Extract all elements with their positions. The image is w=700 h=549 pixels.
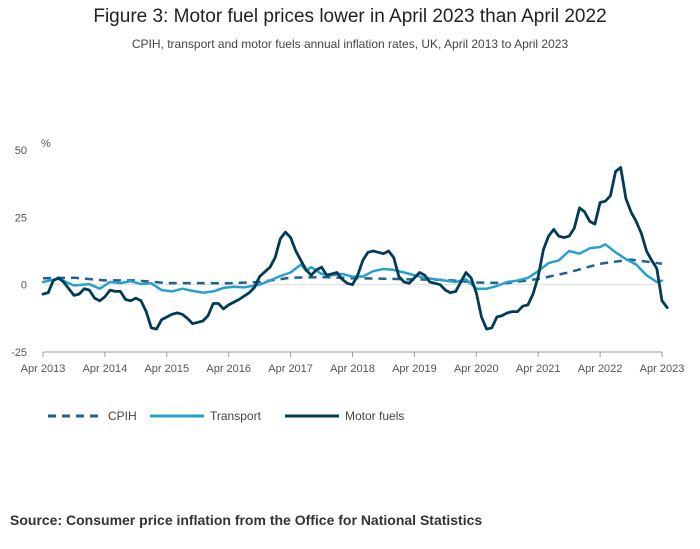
x-tick-label: Apr 2017: [268, 363, 313, 375]
x-tick-label: Apr 2022: [578, 363, 623, 375]
legend: CPIH Transport Motor fuels: [48, 409, 404, 423]
series-line-transport: [41, 243, 664, 294]
source-note: Source: Consumer price inflation from th…: [10, 512, 483, 528]
x-tick-label: Apr 2015: [144, 363, 189, 375]
line-chart: -25 0 25 50% Apr 2013 Apr 2014 Apr 2015 Apr 201…: [11, 138, 684, 423]
x-tick-label: Apr 2016: [206, 363, 251, 375]
x-tick-label: Apr 2013: [21, 363, 66, 375]
x-tick-label: Apr 2021: [516, 363, 561, 375]
legend-label: Motor fuels: [345, 409, 404, 423]
legend-label: CPIH: [108, 409, 137, 423]
legend-label: Transport: [210, 409, 262, 423]
x-tick-label: Apr 2018: [330, 363, 375, 375]
series-layer: [41, 166, 669, 331]
chart-subtitle: CPIH, transport and motor fuels annual i…: [131, 37, 569, 51]
y-tick-label: 50: [15, 145, 27, 157]
x-tick-label: Apr 2020: [454, 363, 499, 375]
series-line-motor-fuels: [41, 166, 669, 331]
y-tick-label: 25: [15, 212, 27, 224]
y-tick-label: 0: [21, 280, 27, 292]
x-tick-label: Apr 2014: [83, 363, 128, 375]
chart-title: Figure 3: Motor fuel prices lower in Apr…: [93, 6, 607, 27]
x-tick-label: Apr 2023: [640, 363, 685, 375]
series-line-cpih: [42, 258, 663, 285]
y-tick-label: -25: [11, 347, 27, 359]
x-tick-label: Apr 2019: [392, 363, 437, 375]
y-unit-label: %: [41, 138, 51, 150]
axes-layer: -25 0 25 50% Apr 2013 Apr 2014 Apr 2015 Apr 201…: [11, 138, 684, 375]
